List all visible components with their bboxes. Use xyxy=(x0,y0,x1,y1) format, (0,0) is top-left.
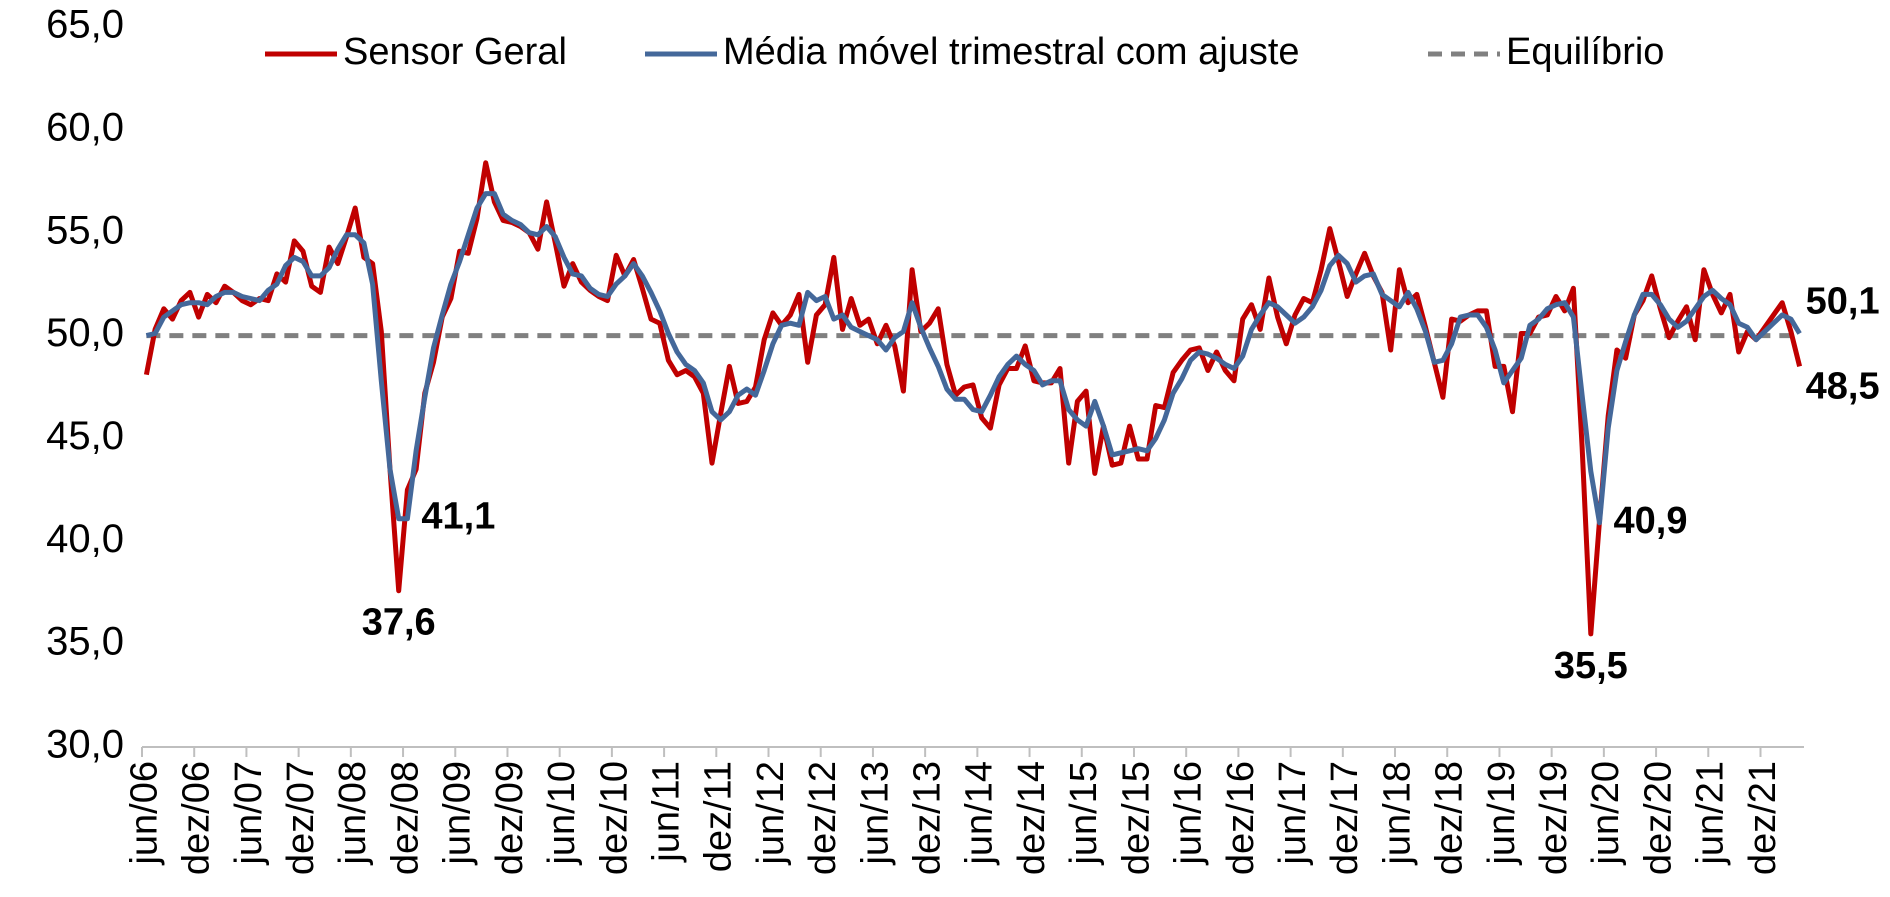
x-tick-label: dez/06 xyxy=(176,761,218,875)
data-label: 41,1 xyxy=(421,496,495,538)
x-tick-label: jun/21 xyxy=(1690,761,1732,866)
data-label: 48,5 xyxy=(1806,365,1880,407)
x-tick-label: dez/21 xyxy=(1742,761,1784,875)
data-label: 40,9 xyxy=(1614,500,1688,542)
data-label: 37,6 xyxy=(362,602,436,644)
y-tick-label: 35,0 xyxy=(46,620,124,664)
x-tick-label: dez/17 xyxy=(1324,761,1366,875)
y-tick-label: 50,0 xyxy=(46,311,124,355)
data-label: 35,5 xyxy=(1554,645,1628,687)
x-tick-label: dez/10 xyxy=(593,761,635,875)
y-tick-label: 45,0 xyxy=(46,414,124,458)
series-line xyxy=(145,191,1802,526)
y-tick-label: 60,0 xyxy=(46,105,124,149)
x-tick-label: dez/15 xyxy=(1115,761,1157,875)
x-tick-label: jun/18 xyxy=(1376,761,1418,866)
x-tick-label: jun/06 xyxy=(123,761,165,866)
x-tick-label: dez/11 xyxy=(698,761,740,872)
x-tick-label: dez/14 xyxy=(1011,761,1053,875)
x-tick-label: dez/07 xyxy=(280,761,322,875)
x-tick-label: dez/19 xyxy=(1533,761,1575,875)
x-tick-label: jun/15 xyxy=(1063,761,1105,866)
series-line xyxy=(143,160,1803,637)
x-tick-label: dez/08 xyxy=(384,761,426,875)
x-tick-label: dez/12 xyxy=(802,761,844,875)
data-label: 50,1 xyxy=(1806,281,1880,323)
x-tick-label: dez/09 xyxy=(489,761,531,875)
y-tick-label: 30,0 xyxy=(46,723,124,767)
x-tick-label: dez/13 xyxy=(907,761,949,875)
x-tick-label: jun/19 xyxy=(1481,761,1523,866)
x-tick-label: jun/13 xyxy=(854,761,896,866)
x-tick-label: dez/16 xyxy=(1220,761,1262,875)
x-tick-label: jun/09 xyxy=(437,761,479,866)
y-tick-label: 55,0 xyxy=(46,208,124,252)
x-tick-label: jun/10 xyxy=(541,761,583,866)
x-tick-label: dez/18 xyxy=(1429,761,1471,875)
x-tick-label: jun/16 xyxy=(1168,761,1210,866)
x-tick-label: jun/17 xyxy=(1272,761,1314,866)
x-tick-label: jun/20 xyxy=(1585,761,1627,866)
x-tick-label: jun/07 xyxy=(228,761,270,866)
x-tick-label: dez/20 xyxy=(1637,761,1679,875)
x-tick-label: jun/11 xyxy=(645,761,687,863)
legend-label: Média móvel trimestral com ajuste xyxy=(723,31,1300,73)
y-tick-label: 65,0 xyxy=(46,3,124,47)
legend-label: Sensor Geral xyxy=(343,31,567,73)
x-tick-label: jun/08 xyxy=(332,761,374,866)
x-tick-label: jun/14 xyxy=(959,761,1001,866)
x-tick-label: jun/12 xyxy=(750,761,792,866)
y-tick-label: 40,0 xyxy=(46,517,124,561)
legend-label: Equilíbrio xyxy=(1506,31,1664,73)
